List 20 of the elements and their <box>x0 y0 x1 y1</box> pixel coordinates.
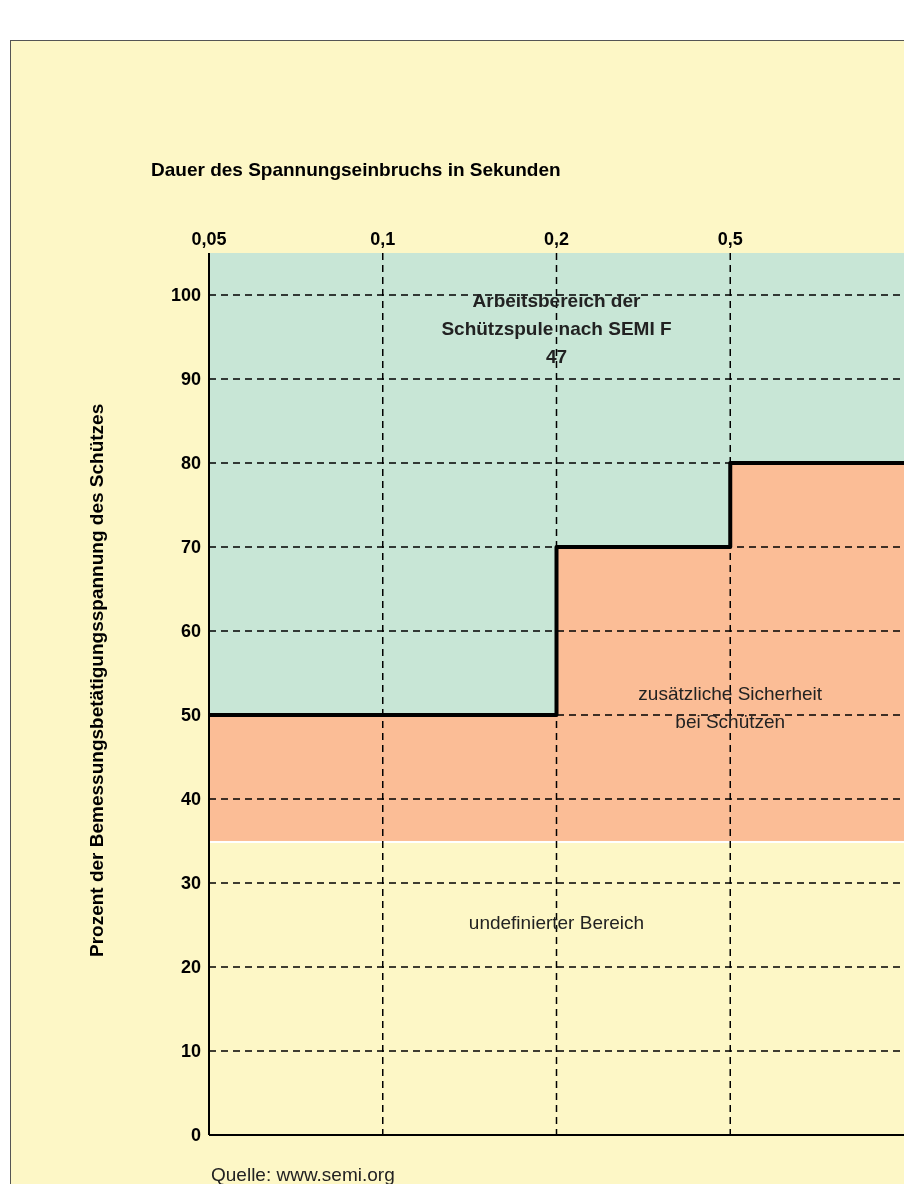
y-tick-label: 70 <box>180 537 201 558</box>
y-tick-label: 40 <box>180 789 201 810</box>
y-tick-label: 100 <box>170 285 201 306</box>
annotation: zusätzliche Sicherheit bei Schützen <box>637 682 824 734</box>
x-tick-label: 0,1 <box>370 229 396 249</box>
annotation: undefinierter Bereich <box>467 910 646 935</box>
y-tick-label: 60 <box>180 621 201 642</box>
y-axis-title: Prozent der Bemessungsbetätigungsspannung des Schützes <box>86 402 108 959</box>
y-tick-label: 90 <box>180 369 201 390</box>
y-tick-label: 20 <box>180 957 201 978</box>
y-tick-label: 50 <box>180 705 201 726</box>
y-tick-label: 80 <box>180 453 201 474</box>
x-tick-label: 0,5 <box>717 229 743 249</box>
y-tick-label: 30 <box>180 873 201 894</box>
y-tick-label: 0 <box>190 1125 201 1146</box>
x-axis-title: Dauer des Spannungseinbruchs in Sekunden <box>151 159 561 181</box>
y-tick-label: 10 <box>180 1041 201 1062</box>
x-tick-label: 0,2 <box>543 229 570 249</box>
x-tick-label: 0,05 <box>191 229 227 249</box>
annotation: Arbeitsbereich der Schützspule nach SEMI F 47 <box>440 288 673 369</box>
